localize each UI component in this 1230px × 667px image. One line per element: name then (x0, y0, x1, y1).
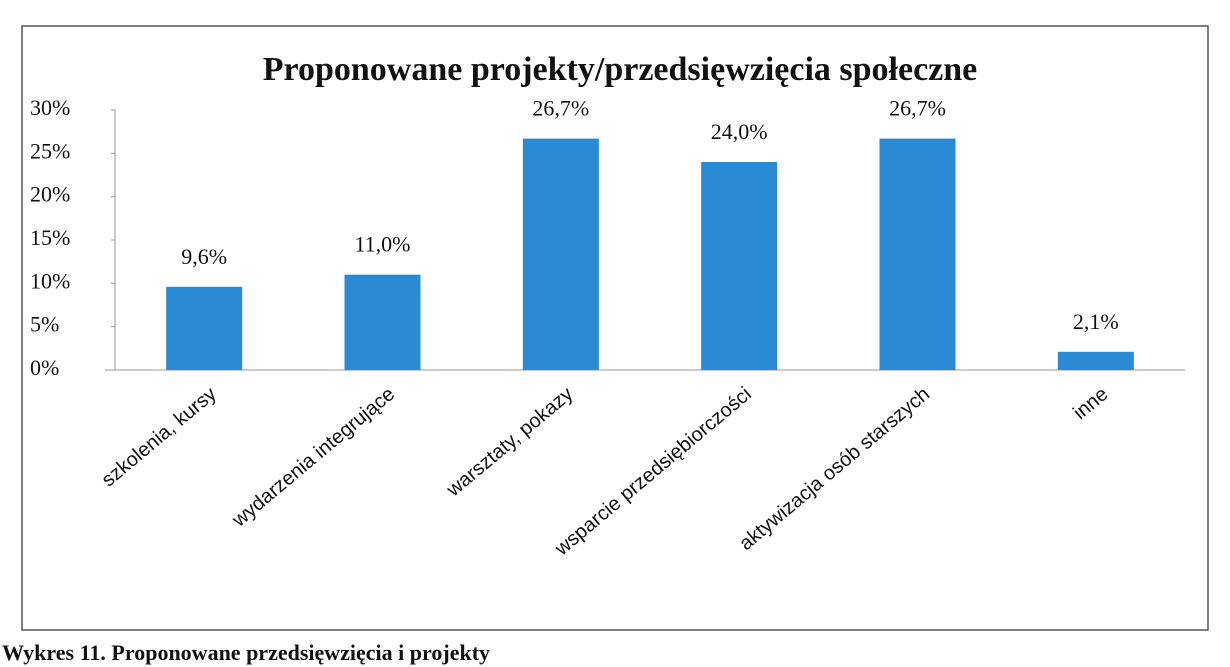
bar (701, 162, 778, 370)
value-label: 11,0% (354, 232, 410, 257)
value-label: 9,6% (181, 244, 227, 269)
y-tick-label: 10% (30, 268, 70, 293)
caption: Wykres 11. Proponowane przedsięwzięcia i… (2, 640, 490, 665)
value-label: 24,0% (711, 119, 768, 144)
value-label: 2,1% (1073, 309, 1119, 334)
value-label: 26,7% (532, 96, 589, 121)
y-tick-label: 5% (30, 312, 59, 337)
bar (166, 286, 243, 370)
value-label: 26,7% (889, 96, 946, 121)
y-tick-label: 0% (30, 355, 59, 380)
bar (522, 138, 599, 370)
bar (344, 274, 421, 370)
bar (879, 138, 956, 370)
y-tick-label: 15% (30, 225, 70, 250)
bar (1057, 351, 1134, 370)
y-tick-label: 30% (30, 95, 70, 120)
y-tick-label: 20% (30, 182, 70, 207)
chart-title: Proponowane projekty/przedsięwzięcia spo… (263, 51, 978, 88)
y-tick-label: 25% (30, 138, 70, 163)
